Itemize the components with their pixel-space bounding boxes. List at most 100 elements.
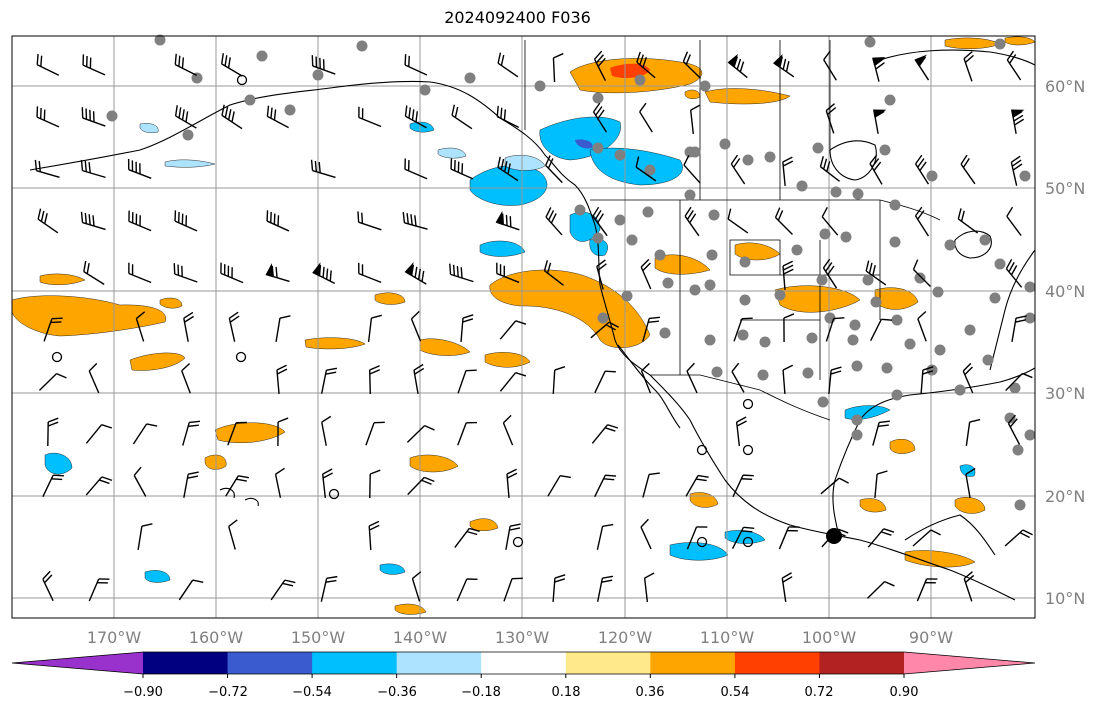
wind-barb-feather [595,106,603,116]
wind-barb [823,50,837,81]
wind-barb [820,477,849,495]
wind-barb-feather [640,258,650,268]
wind-barb [778,526,800,550]
coastline-east [989,249,1036,371]
wind-barb-feather [456,265,459,277]
wind-barb-shaft [174,273,198,283]
wind-barb-feather [322,266,325,278]
coastlines [29,49,1036,601]
wind-barb-feather [466,530,478,536]
wind-barb-feather [641,362,650,372]
wind-barb-shaft [823,59,837,81]
wind-barb [957,208,979,234]
wind-barb [357,211,382,231]
fill-blue [724,530,766,544]
wind-barb [228,519,238,550]
wind-barb [1007,414,1021,445]
wind-barb [920,366,934,395]
wind-barb-feather [871,158,880,168]
wind-barb [34,159,60,178]
wind-barb [1005,258,1023,288]
wind-barb-feather [192,579,204,584]
wind-barb-feather [450,158,453,170]
wind-barb [36,106,60,128]
wind-barb-shaft [636,61,656,79]
station-marker [802,367,814,379]
graticule [12,36,1035,618]
wind-barb-shaft [135,318,145,342]
wind-barb-feather [733,56,739,68]
wind-barb-feather [406,213,409,224]
border-state [679,200,881,380]
wind-barb-feather [925,581,936,584]
wind-barb [730,154,746,185]
wind-barb-feather [865,260,870,272]
colorbar-tick: −0.54 [292,685,332,700]
wind-barb [866,580,895,599]
wind-barb-feather [127,158,130,170]
wind-barb [825,103,837,134]
wind-barb-shaft [596,526,604,550]
wind-barb [640,362,652,394]
wind-barb [552,574,566,603]
wind-barb-feather [51,478,63,481]
wind-barb-feather [411,109,415,121]
wind-barb-feather [684,206,692,217]
wind-barb-feather [1013,114,1024,122]
wind-barb-feather [648,320,659,323]
colorbar-segment [734,652,820,674]
wind-barb-feather [50,321,62,324]
wind-barb-feather [787,529,798,532]
wind-barb [642,472,660,498]
wind-barb-feather [884,580,895,587]
wind-barb-flag [312,262,321,277]
wind-barb [643,572,655,603]
wind-barb-shaft [457,422,467,446]
fill-blue [959,464,976,477]
wind-barb [220,262,244,284]
wind-barb-feather [782,160,794,167]
wind-barb-feather [178,107,182,119]
wind-barb [960,154,976,185]
wind-barb-feather [739,61,745,73]
wind-barb-feather [741,530,753,533]
station-marker [851,360,863,372]
wind-barb-feather [414,367,425,375]
station-marker [879,144,891,156]
wind-barb [83,260,105,285]
wind-barb-feather [883,528,895,533]
colorbar-segment [819,652,905,674]
wind-barb [591,424,619,444]
wind-barb-feather [543,260,549,271]
wind-barb-flag [773,53,783,68]
wind-barb [782,260,794,291]
station-marker [642,206,654,218]
lon-label: 130°W [495,628,550,647]
wind-barb-feather [1008,262,1015,273]
wind-barb-flag [873,109,887,118]
wind-barb-feather [421,270,425,282]
wind-barb-shaft [368,525,372,551]
station-marker [106,110,118,122]
wind-barb [499,372,527,392]
fill-blue [437,147,467,159]
wind-barb-feather [44,574,53,584]
wind-barb-feather [231,267,233,279]
wind-barb-shaft [640,266,652,290]
station-marker [757,369,769,381]
wind-barb-feather [730,154,739,165]
colorbar-segment [565,652,651,674]
wind-barb-feather [642,56,648,68]
wind-barb-feather [509,216,512,227]
wind-barb-feather [85,108,88,120]
wind-barb-shaft [404,168,428,180]
wind-barb [135,311,146,342]
wind-barb-feather [318,162,321,173]
wind-barb [782,364,794,395]
wind-barb [640,258,652,290]
wind-barb-feather [779,56,783,68]
station-marker [708,209,720,221]
fill-orange [394,603,427,615]
wind-barb-feather [876,470,888,475]
calm-station-marker [742,444,754,456]
